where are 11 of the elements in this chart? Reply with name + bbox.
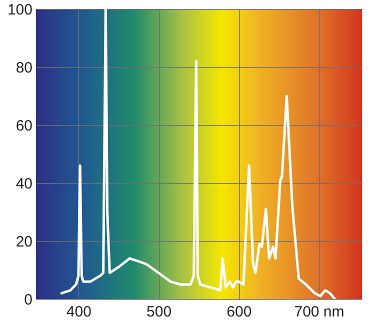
y-tick-label: 0 xyxy=(24,292,32,308)
x-tick-label: 400 xyxy=(66,304,92,320)
y-tick-label: 100 xyxy=(7,2,32,18)
y-tick-label: 20 xyxy=(16,234,32,250)
y-tick-label: 60 xyxy=(16,118,32,134)
x-tick-label: 700 nm xyxy=(294,304,344,320)
x-tick-label: 500 xyxy=(146,304,172,320)
y-tick-label: 40 xyxy=(16,176,32,192)
line-series xyxy=(60,9,336,299)
x-tick-label: 600 xyxy=(226,304,252,320)
y-tick-label: 80 xyxy=(16,60,32,76)
